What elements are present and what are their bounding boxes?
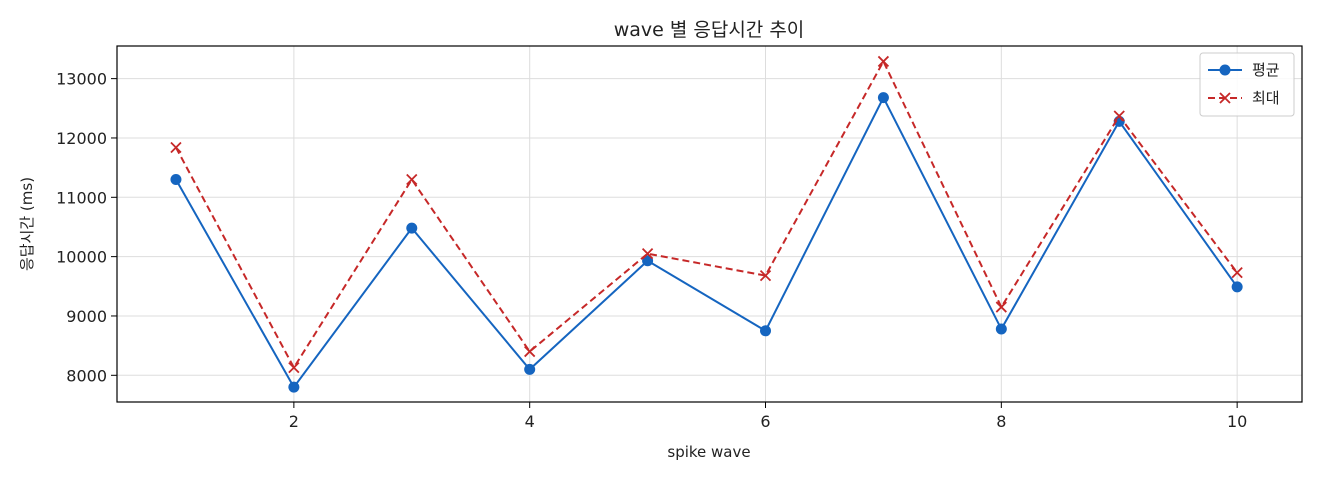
y-tick-label: 13000 (56, 70, 107, 89)
data-point (1231, 281, 1243, 293)
data-point (170, 174, 182, 185)
data-point (406, 173, 418, 186)
legend-box (1199, 52, 1295, 117)
legend-label: 최대 (1252, 89, 1280, 107)
series-1 (170, 92, 1243, 393)
y-tick-label: 9000 (66, 307, 107, 326)
x-tick-label: 10 (1227, 412, 1247, 431)
x-tick-label: 2 (289, 412, 299, 431)
x-axis-label: spike wave (667, 443, 750, 461)
series-layer (170, 55, 1243, 393)
x-axis: 2 4 6 8 10 (289, 402, 1247, 431)
data-point (170, 141, 182, 154)
y-tick-label: 11000 (56, 188, 107, 207)
x-tick-label: 4 (525, 412, 535, 431)
data-point (524, 363, 536, 375)
data-point (995, 323, 1007, 335)
data-point (760, 325, 772, 337)
data-point (877, 55, 890, 68)
series-line (175, 95, 1238, 389)
data-point (288, 361, 300, 374)
x-tick-label: 6 (760, 412, 770, 431)
legend-label: 평균 (1252, 61, 1280, 79)
data-point (524, 345, 536, 358)
y-axis-label: 응답시간 (ms) (18, 177, 36, 271)
data-point (1231, 267, 1243, 279)
data-point (641, 248, 654, 260)
y-tick-label: 8000 (66, 366, 107, 385)
plot-frame (116, 45, 1303, 403)
data-point (642, 255, 654, 267)
series-line (175, 59, 1238, 370)
x-tick-label: 8 (996, 412, 1006, 431)
y-tick-label: 10000 (56, 248, 107, 267)
grid (117, 46, 1302, 402)
data-point (759, 269, 772, 282)
data-point (877, 92, 889, 104)
data-point (995, 301, 1007, 313)
chart-title: wave 별 응답시간 추이 (614, 19, 805, 41)
y-tick-label: 12000 (56, 129, 107, 148)
series-2 (170, 55, 1243, 374)
legend-marker (1219, 64, 1231, 76)
legend-marker (1219, 92, 1231, 104)
data-point (406, 222, 418, 234)
data-point (1113, 110, 1125, 122)
data-point (288, 381, 300, 393)
y-axis: 8000 9000 10000 11000 12000 13000 (56, 70, 117, 385)
